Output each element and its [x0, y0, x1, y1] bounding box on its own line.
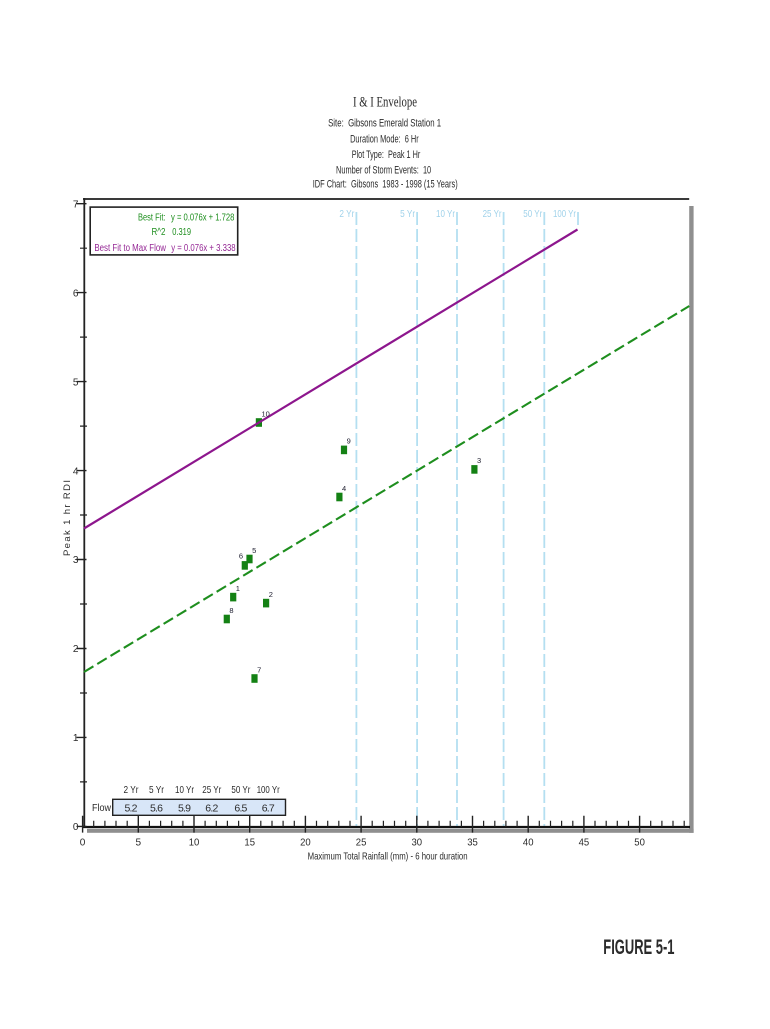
svg-text:4: 4 [73, 465, 79, 477]
svg-text:6: 6 [239, 552, 243, 561]
svg-text:3: 3 [73, 554, 79, 566]
svg-text:25 Yr: 25 Yr [483, 208, 502, 220]
svg-text:25: 25 [356, 837, 367, 849]
svg-text:Plot Type: Peak 1 Hr: Plot Type: Peak 1 Hr [352, 149, 421, 161]
svg-text:50 Yr: 50 Yr [523, 208, 542, 220]
svg-text:Number of Storm Events: 10: Number of Storm Events: 10 [336, 164, 431, 176]
svg-text:9: 9 [347, 437, 351, 446]
svg-text:50: 50 [634, 837, 645, 849]
svg-text:6.2: 6.2 [205, 803, 218, 815]
svg-text:Flow: Flow [92, 802, 111, 814]
svg-text:5 Yr: 5 Yr [400, 208, 415, 220]
svg-text:Best Fit to Max Flow: Best Fit to Max Flow [94, 243, 166, 254]
svg-text:0.319: 0.319 [172, 227, 191, 238]
svg-text:20: 20 [300, 837, 311, 849]
svg-text:8: 8 [229, 606, 233, 615]
svg-text:10: 10 [189, 837, 200, 849]
svg-text:6.7: 6.7 [262, 803, 275, 815]
svg-text:2 Yr: 2 Yr [339, 208, 354, 220]
svg-text:5.2: 5.2 [125, 803, 138, 815]
svg-text:5 Yr: 5 Yr [149, 784, 164, 796]
svg-text:2 Yr: 2 Yr [124, 784, 139, 796]
svg-text:10 Yr: 10 Yr [436, 208, 455, 220]
svg-text:R^2: R^2 [152, 227, 166, 238]
svg-text:10 Yr: 10 Yr [175, 784, 194, 796]
svg-text:30: 30 [412, 837, 423, 849]
svg-text:Maximum Total Rainfall (mm) -: Maximum Total Rainfall (mm) - 6 hour dur… [308, 851, 468, 863]
svg-text:50 Yr: 50 Yr [231, 784, 250, 796]
svg-text:4: 4 [342, 484, 346, 493]
svg-text:100 Yr: 100 Yr [553, 208, 576, 220]
svg-text:5.6: 5.6 [150, 803, 163, 815]
svg-text:6.5: 6.5 [234, 803, 247, 815]
svg-text:I & I Envelope: I & I Envelope [353, 95, 417, 111]
svg-text:100 Yr: 100 Yr [257, 784, 280, 796]
svg-text:7: 7 [257, 665, 261, 674]
svg-text:0: 0 [80, 837, 86, 849]
svg-text:y = 0.076x + 3.338: y = 0.076x + 3.338 [171, 243, 236, 254]
svg-text:Peak 1 hr RDI: Peak 1 hr RDI [62, 480, 73, 556]
svg-text:2: 2 [73, 643, 79, 655]
svg-text:5.9: 5.9 [178, 803, 191, 815]
svg-text:45: 45 [579, 837, 590, 849]
svg-text:6: 6 [73, 287, 79, 299]
svg-text:5: 5 [73, 376, 79, 388]
svg-text:25 Yr: 25 Yr [202, 784, 221, 796]
svg-text:10: 10 [262, 409, 270, 418]
svg-text:7: 7 [73, 198, 79, 210]
svg-text:y = 0.076x + 1.728: y = 0.076x + 1.728 [171, 212, 235, 223]
svg-text:1: 1 [73, 732, 79, 744]
svg-text:Site: Gibsons Emerald Station: Site: Gibsons Emerald Station 1 [328, 117, 441, 129]
svg-text:IDF Chart: Gibsons 1983 - 19: IDF Chart: Gibsons 1983 - 1998 (15 Years… [313, 178, 458, 190]
svg-text:35: 35 [467, 837, 478, 849]
svg-text:15: 15 [244, 837, 255, 849]
svg-text:3: 3 [477, 456, 481, 465]
svg-text:Best Fit:: Best Fit: [138, 212, 166, 223]
svg-text:FIGURE 5-1: FIGURE 5-1 [603, 935, 674, 959]
svg-text:40: 40 [523, 837, 534, 849]
svg-text:5: 5 [252, 546, 256, 555]
svg-text:Duration Mode: 6 Hr: Duration Mode: 6 Hr [350, 133, 419, 145]
svg-text:0: 0 [73, 821, 79, 833]
svg-text:1: 1 [236, 584, 240, 593]
svg-text:5: 5 [136, 837, 142, 849]
svg-text:2: 2 [269, 590, 273, 599]
